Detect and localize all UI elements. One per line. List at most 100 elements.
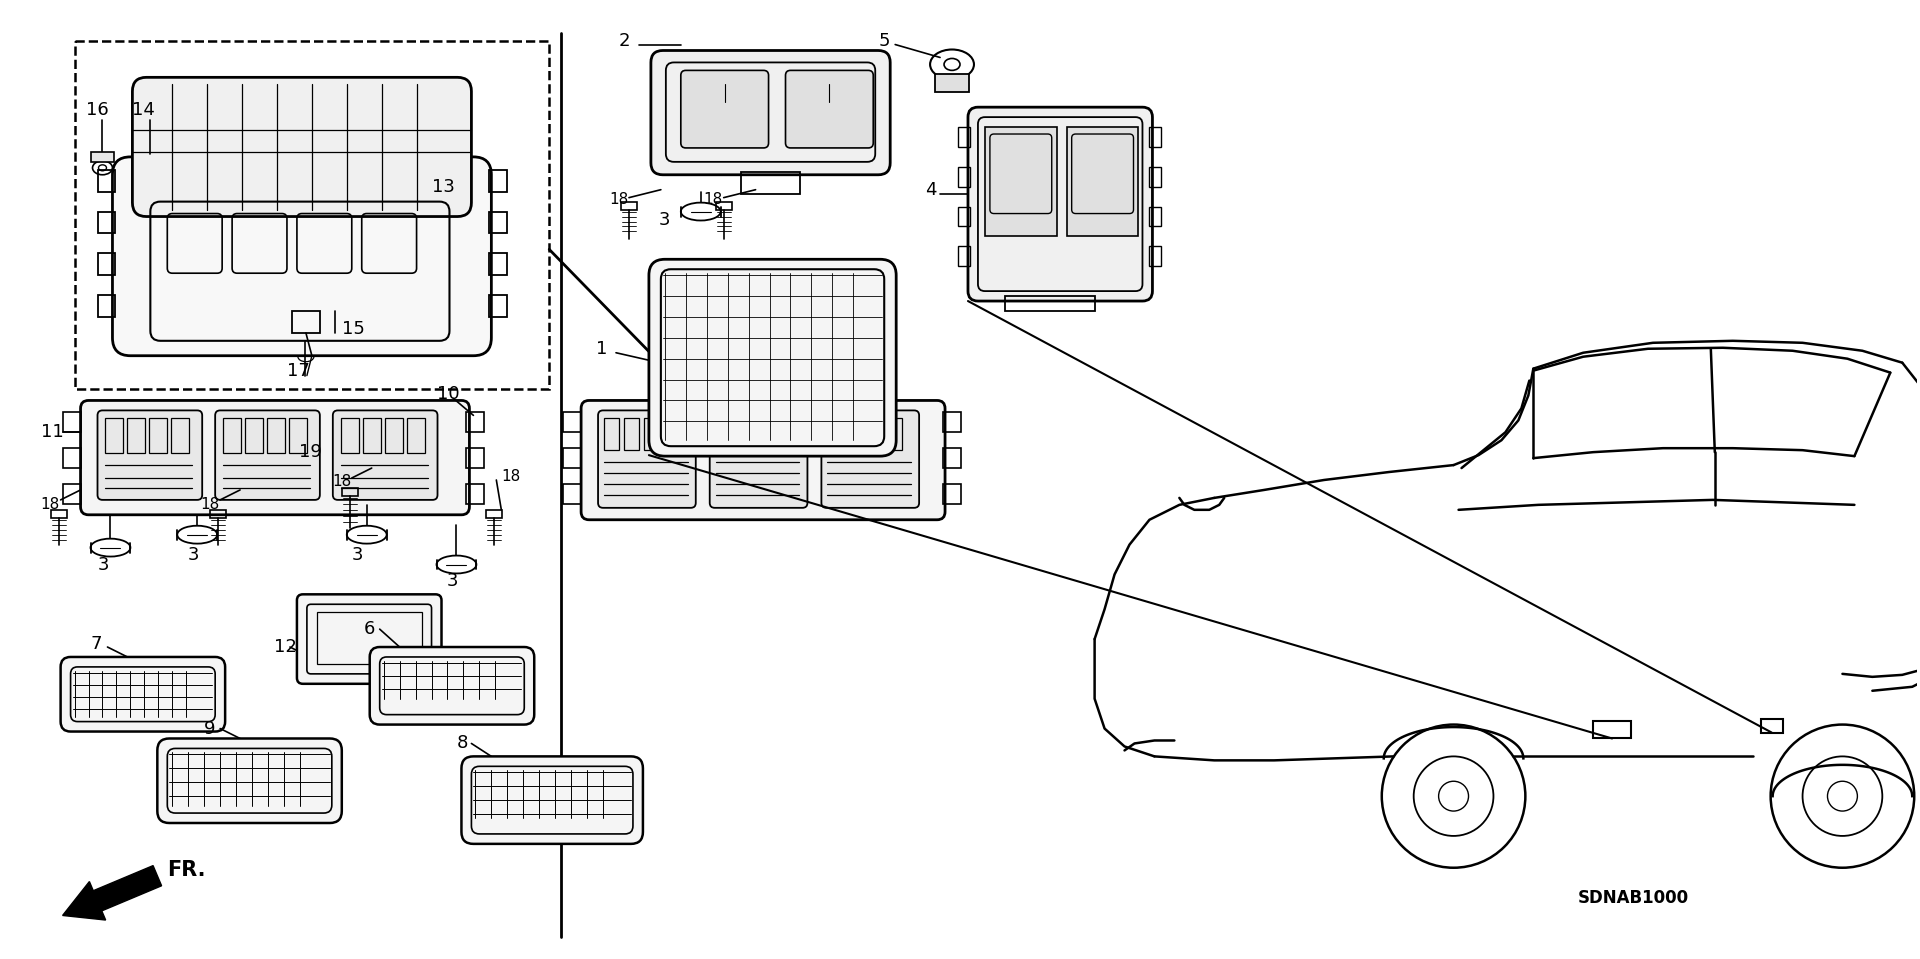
Bar xyxy=(223,418,242,454)
Bar xyxy=(486,510,503,518)
Text: 17: 17 xyxy=(286,362,309,380)
Bar xyxy=(490,295,507,316)
Bar xyxy=(741,172,801,194)
FancyBboxPatch shape xyxy=(649,259,897,456)
Bar xyxy=(127,418,146,454)
FancyBboxPatch shape xyxy=(332,410,438,500)
Bar xyxy=(63,448,81,468)
Bar xyxy=(106,418,123,454)
Bar xyxy=(467,448,484,468)
Bar xyxy=(563,412,582,433)
Text: 18: 18 xyxy=(705,192,724,207)
Bar xyxy=(1068,127,1139,237)
Bar xyxy=(246,418,263,454)
Bar xyxy=(664,418,680,450)
Text: 3: 3 xyxy=(351,546,363,564)
Text: 18: 18 xyxy=(200,498,219,512)
Text: 11: 11 xyxy=(40,423,63,441)
Bar xyxy=(563,448,582,468)
Bar xyxy=(98,212,115,233)
Bar xyxy=(1150,206,1162,226)
Bar xyxy=(624,418,639,450)
Bar xyxy=(267,418,284,454)
Text: 8: 8 xyxy=(457,735,468,753)
Bar xyxy=(467,484,484,503)
Text: 18: 18 xyxy=(501,469,520,483)
Bar xyxy=(317,612,422,664)
Text: 10: 10 xyxy=(436,385,459,403)
Bar xyxy=(958,127,970,147)
FancyBboxPatch shape xyxy=(710,410,808,508)
FancyBboxPatch shape xyxy=(215,410,321,500)
Bar xyxy=(332,440,344,448)
Text: 12: 12 xyxy=(275,638,298,656)
Bar xyxy=(716,201,732,210)
Bar xyxy=(776,418,791,450)
Bar xyxy=(735,418,751,450)
Bar xyxy=(63,484,81,503)
FancyBboxPatch shape xyxy=(461,757,643,844)
Text: 7: 7 xyxy=(90,635,102,653)
Bar xyxy=(340,418,359,454)
Text: 3: 3 xyxy=(659,211,670,228)
FancyBboxPatch shape xyxy=(785,70,874,148)
Text: 19: 19 xyxy=(300,443,323,461)
FancyBboxPatch shape xyxy=(822,410,920,508)
Bar xyxy=(467,412,484,433)
Bar xyxy=(1004,296,1094,311)
Bar xyxy=(490,170,507,192)
Text: 15: 15 xyxy=(342,320,365,338)
Bar xyxy=(75,40,549,388)
Bar xyxy=(943,484,962,503)
FancyBboxPatch shape xyxy=(132,78,472,217)
Bar xyxy=(958,206,970,226)
Bar xyxy=(150,418,167,454)
Bar xyxy=(1594,720,1632,738)
Bar xyxy=(943,412,962,433)
Bar xyxy=(935,75,970,92)
Text: 4: 4 xyxy=(925,180,937,199)
Bar xyxy=(490,212,507,233)
Text: 3: 3 xyxy=(98,555,109,573)
Bar xyxy=(828,418,843,450)
Text: 18: 18 xyxy=(609,192,628,207)
Text: 3: 3 xyxy=(188,546,200,564)
Bar xyxy=(716,418,732,450)
Bar xyxy=(563,484,582,503)
Bar xyxy=(407,418,424,454)
Text: 18: 18 xyxy=(40,498,60,512)
FancyBboxPatch shape xyxy=(81,401,468,515)
Bar xyxy=(620,201,637,210)
Bar xyxy=(943,448,962,468)
Bar xyxy=(90,152,115,162)
Text: 13: 13 xyxy=(432,177,455,196)
Bar xyxy=(98,170,115,192)
Bar xyxy=(363,418,380,454)
Bar xyxy=(847,418,862,450)
FancyBboxPatch shape xyxy=(371,647,534,725)
Text: 1: 1 xyxy=(595,339,607,358)
Bar xyxy=(756,418,770,450)
FancyArrow shape xyxy=(63,866,161,920)
FancyBboxPatch shape xyxy=(682,70,768,148)
Text: 9: 9 xyxy=(204,719,215,737)
Bar xyxy=(605,418,618,450)
Bar xyxy=(98,253,115,275)
Bar xyxy=(1150,246,1162,267)
FancyBboxPatch shape xyxy=(651,51,891,175)
Bar xyxy=(288,418,307,454)
FancyBboxPatch shape xyxy=(582,401,945,520)
Text: 5: 5 xyxy=(877,32,889,50)
Text: 2: 2 xyxy=(618,32,630,50)
FancyBboxPatch shape xyxy=(157,738,342,823)
Bar xyxy=(292,311,321,333)
Bar xyxy=(985,127,1056,237)
FancyBboxPatch shape xyxy=(298,595,442,684)
Bar xyxy=(50,510,67,518)
Text: 6: 6 xyxy=(363,620,374,638)
Bar xyxy=(958,246,970,267)
Bar xyxy=(958,167,970,187)
Bar xyxy=(643,418,659,450)
Bar xyxy=(490,253,507,275)
Bar xyxy=(209,510,227,518)
